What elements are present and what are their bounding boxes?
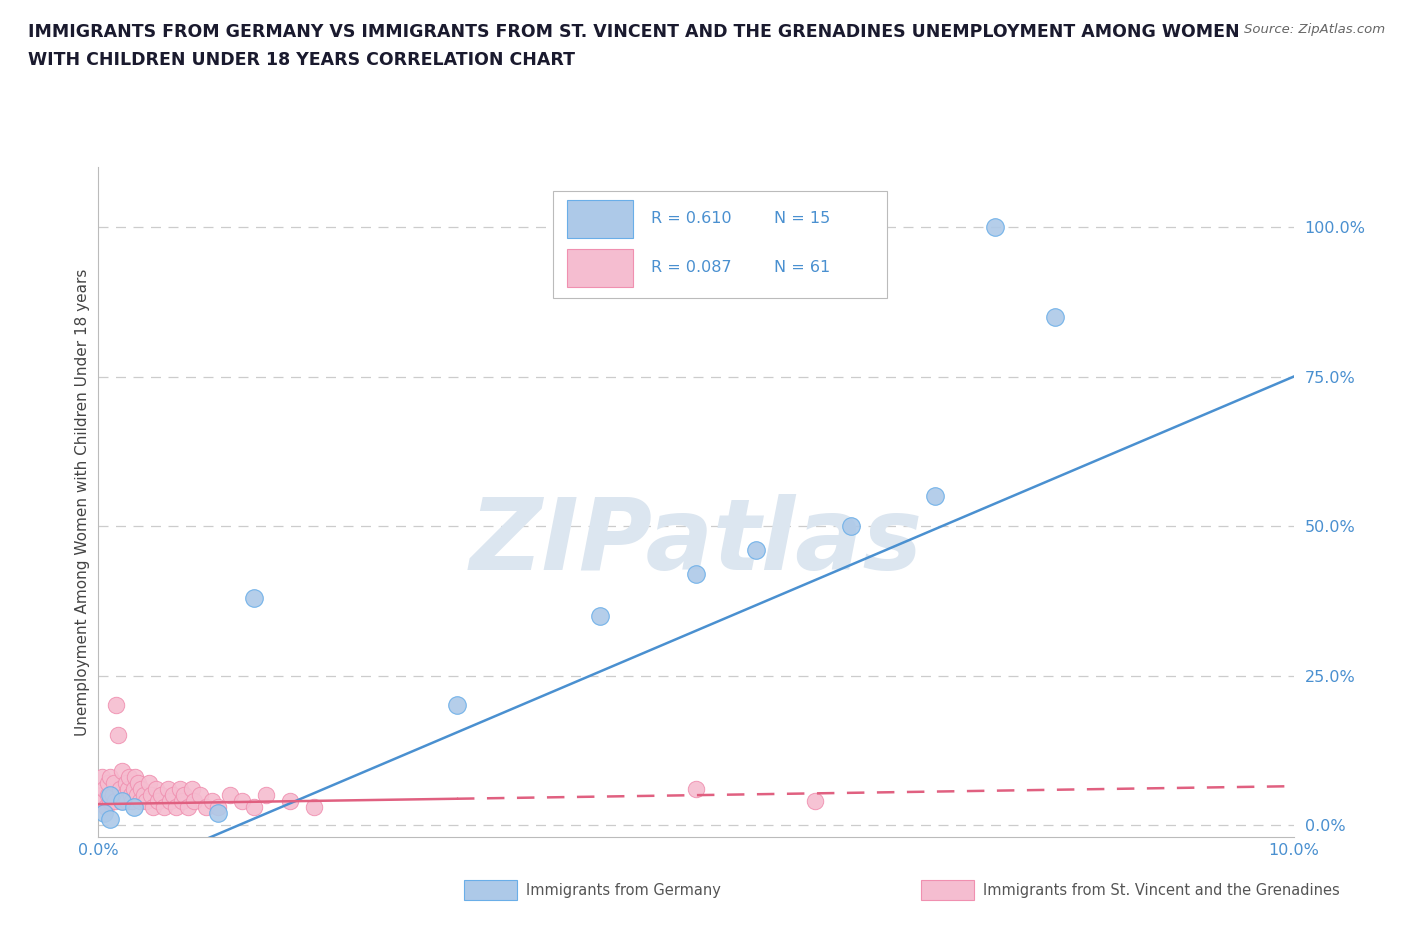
Point: [302, 800, 325, 815]
FancyBboxPatch shape: [553, 191, 887, 298]
Point: [183, 793, 205, 808]
Point: [94, 800, 117, 815]
Point: [165, 800, 187, 815]
Text: IMMIGRANTS FROM GERMANY VS IMMIGRANTS FROM ST. VINCENT AND THE GRENADINES UNEMPL: IMMIGRANTS FROM GERMANY VS IMMIGRANTS FR…: [28, 23, 1240, 41]
Point: [173, 788, 195, 803]
Point: [93, 782, 115, 797]
Point: [98, 788, 122, 803]
Point: [135, 793, 157, 808]
Point: [142, 800, 165, 815]
Point: [98, 770, 122, 785]
Text: R = 0.087: R = 0.087: [651, 260, 731, 275]
Point: [115, 776, 138, 790]
Text: Immigrants from Germany: Immigrants from Germany: [526, 883, 721, 897]
Point: [98, 812, 122, 827]
Point: [138, 776, 160, 790]
Point: [101, 788, 124, 803]
Point: [207, 805, 229, 820]
Point: [153, 800, 176, 815]
Point: [108, 782, 131, 797]
Point: [127, 776, 149, 790]
Point: [91, 793, 114, 808]
Point: [804, 793, 827, 808]
Point: [111, 793, 134, 808]
Point: [983, 219, 1005, 234]
Point: [125, 788, 148, 803]
Point: [177, 800, 200, 815]
Point: [98, 793, 122, 808]
Text: Immigrants from St. Vincent and the Grenadines: Immigrants from St. Vincent and the Gren…: [983, 883, 1340, 897]
Point: [188, 788, 211, 803]
Point: [118, 770, 141, 785]
Point: [201, 793, 224, 808]
Point: [169, 782, 191, 797]
Point: [139, 788, 162, 803]
Point: [194, 800, 218, 815]
FancyBboxPatch shape: [567, 200, 633, 238]
Point: [243, 800, 266, 815]
Point: [91, 788, 114, 803]
Point: [924, 489, 946, 504]
Point: [91, 770, 114, 785]
Point: [1043, 310, 1066, 325]
Point: [104, 793, 127, 808]
Point: [93, 805, 115, 820]
Point: [145, 782, 167, 797]
Point: [148, 793, 170, 808]
Point: [111, 793, 134, 808]
FancyBboxPatch shape: [567, 249, 633, 286]
Point: [111, 764, 134, 778]
Point: [162, 788, 184, 803]
Point: [103, 776, 125, 790]
Text: N = 15: N = 15: [773, 211, 830, 227]
Point: [685, 782, 707, 797]
Point: [107, 728, 129, 743]
Point: [841, 519, 863, 534]
Point: [278, 793, 301, 808]
Point: [159, 793, 181, 808]
Point: [97, 788, 120, 803]
Text: R = 0.610: R = 0.610: [651, 211, 731, 227]
Point: [115, 793, 138, 808]
Point: [114, 788, 136, 803]
Point: [124, 800, 146, 815]
Point: [172, 793, 194, 808]
Y-axis label: Unemployment Among Women with Children Under 18 years: Unemployment Among Women with Children U…: [75, 269, 90, 736]
Point: [124, 782, 146, 797]
Point: [685, 566, 707, 581]
Point: [124, 770, 146, 785]
Point: [180, 782, 202, 797]
Text: WITH CHILDREN UNDER 18 YEARS CORRELATION CHART: WITH CHILDREN UNDER 18 YEARS CORRELATION…: [28, 51, 575, 69]
Point: [120, 788, 142, 803]
Point: [121, 793, 143, 808]
Text: Source: ZipAtlas.com: Source: ZipAtlas.com: [1244, 23, 1385, 36]
Point: [254, 788, 277, 803]
Point: [97, 776, 120, 790]
Point: [446, 698, 468, 713]
Point: [589, 608, 612, 623]
Text: ZIPatlas: ZIPatlas: [470, 494, 922, 591]
Point: [207, 800, 229, 815]
Point: [105, 698, 128, 713]
Point: [131, 782, 153, 797]
Point: [231, 793, 253, 808]
Text: N = 61: N = 61: [773, 260, 830, 275]
Point: [132, 788, 155, 803]
Point: [129, 793, 152, 808]
Point: [243, 591, 266, 605]
Point: [117, 782, 139, 797]
Point: [745, 542, 768, 557]
Point: [149, 788, 172, 803]
Point: [219, 788, 242, 803]
Point: [156, 782, 179, 797]
